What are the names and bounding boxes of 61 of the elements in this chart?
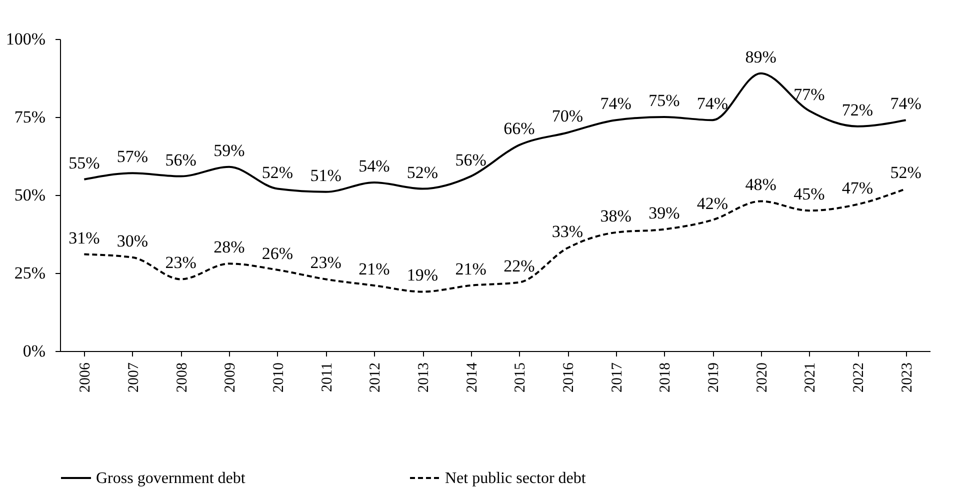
- data-label: 42%: [696, 194, 728, 213]
- data-label: 52%: [262, 162, 294, 182]
- x-tick-label: 2007: [126, 362, 142, 392]
- legend-label: Net public sector debt: [445, 470, 586, 487]
- data-label: 39%: [648, 203, 680, 222]
- x-tick-label: 2023: [899, 362, 916, 392]
- data-label: 30%: [116, 231, 148, 250]
- legend-label: Gross government debt: [96, 470, 246, 487]
- data-label: 19%: [406, 266, 438, 285]
- data-label: 52%: [406, 162, 438, 182]
- x-tick-label: 2022: [851, 362, 867, 392]
- data-label: 23%: [165, 253, 196, 272]
- data-label: 21%: [455, 259, 486, 278]
- y-tick-label: 0%: [22, 342, 46, 360]
- y-tick-label: 50%: [14, 186, 46, 204]
- data-label: 38%: [600, 206, 632, 226]
- x-tick-label: 2012: [368, 362, 384, 392]
- data-label: 72%: [842, 100, 874, 120]
- x-tick-label: 2021: [802, 362, 819, 392]
- data-label: 31%: [68, 228, 100, 248]
- x-tick-label: 2018: [658, 362, 674, 392]
- data-label: 22%: [504, 256, 535, 276]
- x-tick-label: 2006: [78, 362, 94, 392]
- data-label: 51%: [310, 166, 342, 185]
- x-tick-label: 2020: [754, 362, 770, 392]
- data-label: 57%: [116, 147, 148, 166]
- x-tick-label: 2013: [416, 362, 432, 392]
- data-label: 47%: [842, 178, 874, 198]
- x-tick-label: 2010: [271, 362, 287, 392]
- data-label: 74%: [890, 94, 922, 114]
- data-label: 23%: [310, 253, 342, 272]
- data-label: 75%: [648, 91, 680, 110]
- x-tick-label: 2015: [512, 362, 529, 392]
- data-label: 48%: [745, 175, 776, 194]
- data-label: 21%: [358, 259, 390, 278]
- data-label: 56%: [455, 150, 486, 170]
- data-label: 33%: [552, 222, 584, 242]
- data-label: 89%: [745, 47, 776, 66]
- data-label: 74%: [696, 94, 728, 114]
- data-label: 77%: [794, 84, 825, 104]
- data-label: 56%: [165, 150, 196, 170]
- data-label: 70%: [552, 106, 584, 126]
- x-tick-label: 2017: [609, 362, 626, 392]
- x-tick-label: 2016: [561, 362, 577, 392]
- x-tick-label: 2009: [222, 362, 239, 392]
- y-tick-label: 100%: [6, 30, 46, 48]
- data-label: 54%: [358, 156, 390, 176]
- x-tick-label: 2011: [319, 362, 336, 392]
- data-label: 74%: [600, 94, 632, 114]
- data-label: 28%: [214, 238, 245, 257]
- x-tick-label: 2008: [174, 362, 190, 392]
- y-tick-label: 75%: [14, 108, 46, 126]
- x-tick-label: 2014: [464, 362, 480, 392]
- y-tick-label: 25%: [14, 264, 46, 282]
- data-label: 66%: [504, 119, 535, 138]
- data-label: 52%: [890, 162, 922, 182]
- data-label: 45%: [794, 184, 825, 204]
- data-label: 26%: [262, 244, 294, 263]
- data-label: 59%: [214, 140, 245, 160]
- data-label: 55%: [68, 153, 100, 172]
- x-tick-label: 2019: [706, 362, 722, 392]
